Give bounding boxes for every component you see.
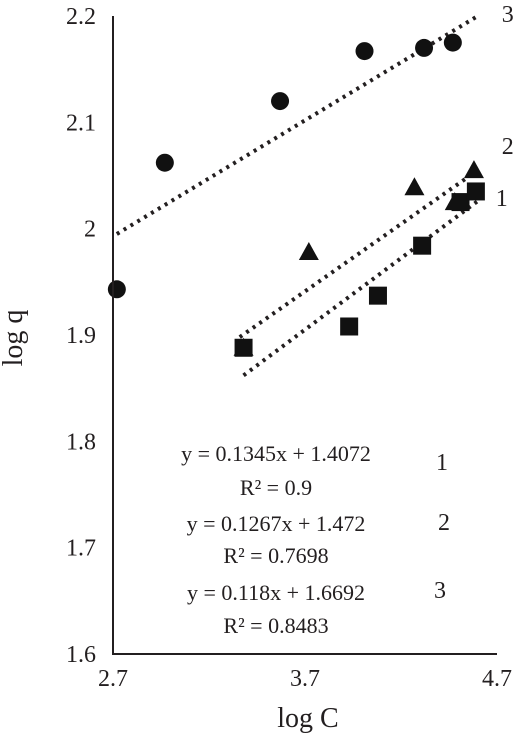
x-tick-label: 2.7 bbox=[98, 666, 128, 692]
x-axis-title: log C bbox=[277, 703, 338, 734]
data-point-series-1 bbox=[466, 182, 485, 201]
y-tick-label: 1.6 bbox=[66, 642, 96, 668]
series-label-1: 1 bbox=[496, 186, 508, 212]
y-axis-title: log q bbox=[0, 310, 29, 367]
r-squared-3: R² = 0.8483 bbox=[223, 613, 328, 638]
trendline-series-1 bbox=[242, 199, 479, 378]
y-tick-label: 2.2 bbox=[66, 4, 96, 30]
data-point-series-1 bbox=[368, 286, 387, 305]
y-tick-label: 1.9 bbox=[66, 323, 96, 349]
y-tick-label: 1.7 bbox=[66, 536, 96, 562]
data-point-series-3 bbox=[271, 92, 290, 111]
series-label-3: 3 bbox=[502, 2, 514, 28]
equation-2: y = 0.1267x + 1.472 bbox=[187, 511, 366, 536]
x-tick-labels: 2.7 3.7 4.7 bbox=[98, 666, 512, 692]
y-tick-label: 2 bbox=[84, 217, 96, 243]
equation-3: y = 0.118x + 1.6692 bbox=[187, 580, 365, 605]
y-tick-label: 1.8 bbox=[66, 429, 96, 455]
equation-1: y = 0.1345x + 1.4072 bbox=[181, 441, 371, 466]
data-point-series-3 bbox=[107, 280, 126, 299]
data-point-series-3 bbox=[155, 153, 174, 172]
series-label-2: 2 bbox=[502, 134, 514, 160]
trendlines bbox=[115, 14, 479, 378]
y-tick-label: 2.1 bbox=[66, 110, 96, 136]
data-point-series-3 bbox=[415, 38, 434, 57]
trendline-series-3 bbox=[115, 14, 479, 236]
data-point-series-2 bbox=[298, 242, 319, 261]
x-tick-label: 4.7 bbox=[482, 666, 512, 692]
equation-block-3: y = 0.118x + 1.6692 R² = 0.8483 3 bbox=[187, 578, 446, 638]
equation-number-1: 1 bbox=[436, 450, 448, 476]
data-point-series-2 bbox=[463, 160, 484, 179]
data-point-series-1 bbox=[413, 236, 432, 255]
data-markers bbox=[107, 33, 485, 357]
equation-block-2: y = 0.1267x + 1.472 R² = 0.7698 2 bbox=[187, 510, 450, 568]
data-point-series-2 bbox=[444, 192, 465, 211]
data-point-series-3 bbox=[355, 42, 374, 61]
y-tick-labels: 1.6 1.7 1.8 1.9 2 2.1 2.2 bbox=[66, 4, 96, 668]
x-tick-label: 3.7 bbox=[290, 666, 320, 692]
series-number-labels: 1 2 3 bbox=[496, 2, 514, 212]
equation-block-1: y = 0.1345x + 1.4072 R² = 0.9 1 bbox=[181, 441, 448, 500]
data-point-series-2 bbox=[233, 337, 254, 356]
equation-number-3: 3 bbox=[434, 578, 446, 604]
equation-number-2: 2 bbox=[438, 510, 450, 536]
data-point-series-2 bbox=[404, 177, 425, 196]
trendline-series-2 bbox=[238, 168, 479, 339]
r-squared-2: R² = 0.7698 bbox=[223, 543, 328, 568]
data-point-series-3 bbox=[443, 33, 462, 52]
r-squared-1: R² = 0.9 bbox=[240, 475, 312, 500]
data-point-series-1 bbox=[340, 317, 359, 336]
